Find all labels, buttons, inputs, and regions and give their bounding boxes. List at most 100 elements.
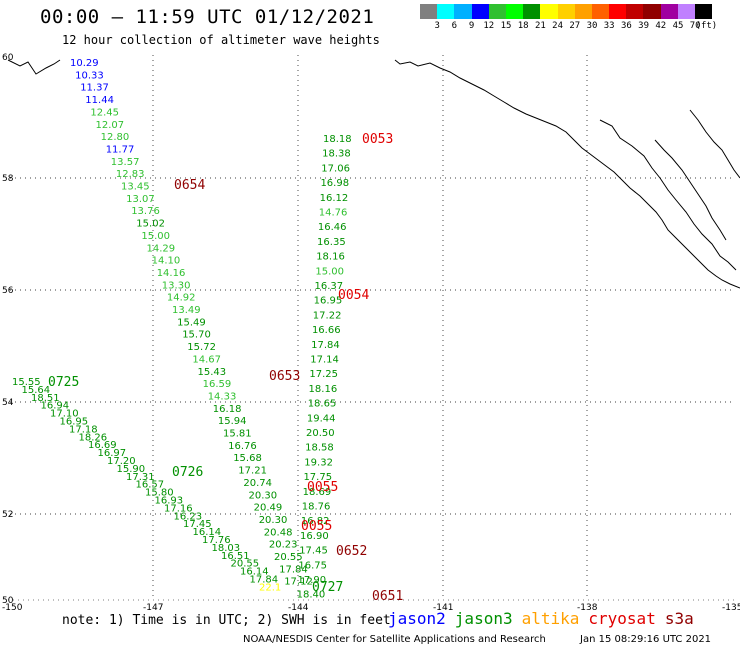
swh-value: 18.69 — [303, 487, 332, 498]
swh-value: 16.95 — [314, 296, 343, 307]
swh-value: 15.68 — [233, 453, 262, 464]
color-scale-label: 42 — [655, 21, 667, 31]
swh-value: 17.12 — [284, 577, 313, 588]
color-scale-label: 39 — [638, 21, 650, 31]
color-scale-label: 27 — [569, 21, 581, 31]
swh-value: 13.49 — [172, 305, 201, 316]
legend-jason2: jason2 — [388, 609, 446, 628]
lon-label: -144 — [288, 603, 309, 613]
color-swatch — [557, 4, 575, 19]
swh-value: 22.1 — [259, 582, 281, 593]
color-scale-label: (ft) — [695, 21, 718, 31]
color-scale-label: 3 — [434, 21, 440, 31]
swh-value: 17.20 — [107, 456, 136, 467]
color-swatch — [437, 4, 455, 19]
lat-label: 52 — [2, 510, 13, 520]
color-scale-label: 15 — [500, 21, 512, 31]
swh-value: 15.64 — [22, 385, 51, 396]
swh-value: 14.16 — [157, 268, 186, 279]
swh-value: 18.38 — [322, 149, 351, 160]
color-swatch — [695, 4, 713, 19]
color-swatch — [471, 4, 489, 19]
legend-s3a: s3a — [664, 609, 694, 628]
swh-value: 17.31 — [126, 472, 155, 483]
swh-value: 20.30 — [259, 515, 288, 526]
swh-value: 13.45 — [121, 182, 150, 193]
page-subtitle: 12 hour collection of altimeter wave hei… — [62, 33, 380, 47]
swh-value: 17.75 — [303, 472, 332, 483]
pass-label: 0652 — [336, 544, 367, 559]
color-scale-label: 24 — [552, 21, 564, 31]
swh-value: 12.45 — [90, 107, 119, 118]
swh-value: 11.44 — [85, 95, 114, 106]
swh-value: 17.14 — [310, 355, 339, 366]
swh-value: 20.55 — [274, 552, 303, 563]
swh-value: 15.49 — [177, 317, 206, 328]
swh-value: 18.76 — [302, 502, 331, 513]
swh-value: 18.40 — [297, 590, 326, 601]
swh-value: 18.58 — [305, 443, 334, 454]
swh-value: 16.69 — [88, 440, 117, 451]
swh-value: 16.23 — [174, 511, 203, 522]
swh-value: 16.57 — [136, 480, 165, 491]
swh-value: 20.74 — [243, 478, 272, 489]
color-swatch — [505, 4, 524, 19]
legend-jason3: jason3 — [454, 609, 513, 628]
color-scale-label: 18 — [517, 21, 529, 31]
swh-value: 18.65 — [308, 399, 337, 410]
swh-value: 15.90 — [117, 464, 146, 475]
swh-value: 17.45 — [183, 519, 212, 530]
swh-value: 19.32 — [304, 457, 333, 468]
swh-value: 16.90 — [300, 531, 329, 542]
legend-altika: altika — [521, 609, 580, 628]
pass-label: 0053 — [362, 132, 393, 147]
lon-label: -138 — [577, 603, 598, 613]
generated-timestamp: Jan 15 08:29:16 UTC 2021 — [580, 634, 712, 645]
swh-value: 18.03 — [212, 543, 241, 554]
swh-value: 16.12 — [320, 193, 349, 204]
swh-value: 15.00 — [141, 231, 170, 242]
swh-value: 16.18 — [213, 404, 242, 415]
swh-value: 14.76 — [319, 208, 348, 219]
swh-value: 11.77 — [106, 144, 135, 155]
swh-value: 15.43 — [198, 367, 227, 378]
lat-label: 58 — [2, 174, 14, 184]
swh-value: 13.07 — [126, 194, 155, 205]
swh-value: 14.29 — [147, 243, 176, 254]
color-scale-label: 36 — [620, 21, 632, 31]
swh-value: 17.16 — [164, 503, 193, 514]
swh-value: 20.48 — [264, 527, 293, 538]
swh-value: 16.98 — [320, 178, 349, 189]
swh-value: 17.84 — [250, 575, 279, 586]
color-swatch — [488, 4, 506, 19]
color-swatch — [677, 4, 695, 19]
swh-value: 13.57 — [111, 157, 140, 168]
swh-value: 14.67 — [192, 354, 221, 365]
swh-value: 17.90 — [298, 575, 327, 586]
swh-value: 15.72 — [187, 342, 216, 353]
color-scale-label: 9 — [468, 21, 475, 31]
pass-label: 0725 — [48, 375, 79, 390]
lat-label: 54 — [2, 398, 14, 408]
swh-value: 12.83 — [116, 169, 145, 180]
swh-value: 16.82 — [301, 516, 330, 527]
color-scale-label: 45 — [672, 21, 684, 31]
swh-value: 16.35 — [317, 237, 346, 248]
pass-label: 0654 — [174, 178, 205, 193]
lat-label: 50 — [2, 596, 14, 606]
credit-line: NOAA/NESDIS Center for Satellite Applica… — [243, 634, 546, 645]
pass-label: 0055 — [301, 519, 332, 534]
color-scale-label: 12 — [483, 21, 495, 31]
swh-value: 17.22 — [313, 310, 342, 321]
axis-labels: 60 58 56 54 52 50-150 -147 -144 -141 -138 -135 — [2, 53, 740, 613]
swh-value: 20.23 — [269, 540, 298, 551]
track-jason3-c: 15.5515.6418.5116.9417.1016.9517.1818.26… — [12, 377, 281, 593]
swh-value: 15.70 — [182, 330, 211, 341]
swh-value: 10.29 — [70, 58, 99, 69]
swh-value: 13.76 — [131, 206, 160, 217]
color-scale-bar — [420, 4, 713, 19]
color-scale-label: 30 — [586, 21, 598, 31]
swh-value: 16.93 — [155, 496, 184, 507]
swh-value: 16.14 — [240, 567, 269, 578]
swh-value: 15.55 — [12, 377, 41, 388]
